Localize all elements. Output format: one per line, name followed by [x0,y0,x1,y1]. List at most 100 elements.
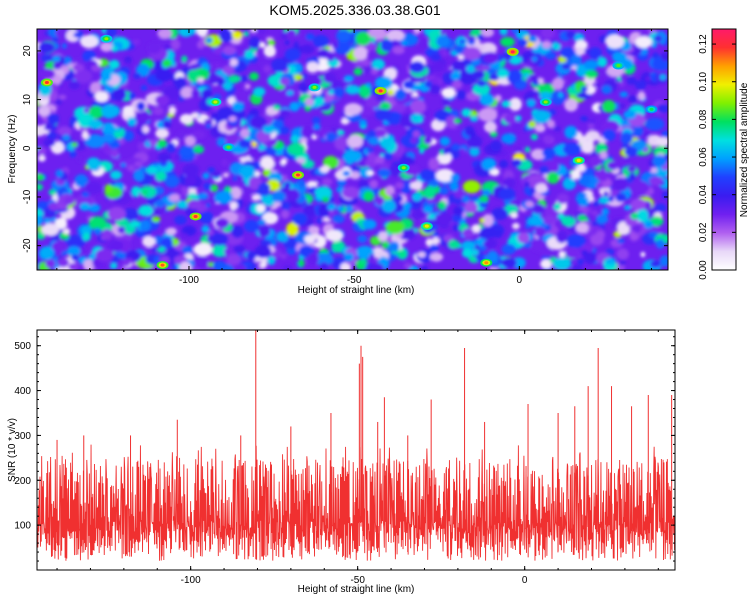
heatmap-cell [312,34,329,48]
heatmap-cell [453,190,464,199]
heatmap-cell [498,187,516,201]
heatmap-cell [553,126,562,132]
heatmap-cell [55,98,63,105]
heatmap-cell [344,252,355,262]
heatmap-cell [184,135,196,147]
heatmap-cell [584,85,597,95]
heatmap-cell [216,137,227,147]
heatmap-cell [369,179,379,189]
heatmap-cell [637,91,646,101]
heatmap-cell [539,91,552,101]
heatmap-cell [652,155,667,168]
heatmap-cell [478,107,498,122]
heatmap-cell [575,47,585,56]
y-tick-label: 400 [14,386,31,397]
colorbar-tick-label: 0.10 [698,72,709,92]
heatmap-cell [542,134,553,143]
heatmap-cell [76,157,83,163]
heatmap-cell [128,92,136,100]
y-tick-label: -20 [22,238,33,253]
heatmap-cell [538,77,545,84]
heatmap-cell [580,139,595,154]
heatmap-cell [201,225,210,233]
heatmap-cell [603,191,609,197]
heatmap-cell [259,262,267,268]
heatmap-cell [287,142,306,156]
heatmap-cell [68,262,79,270]
heatmap-cell [442,148,449,155]
heatmap-cell [572,265,581,270]
heatmap-cell [95,248,114,262]
heatmap-cell [62,134,71,142]
heatmap-cell [466,64,476,73]
heatmap-cell [456,90,467,100]
heatmap-cell [490,140,503,152]
heatmap-cell [191,89,201,98]
heatmap-cell [459,148,466,155]
heatmap-cell [653,35,663,43]
heatmap-cell [256,29,266,35]
heatmap-cell [69,150,77,158]
heatmap-cell [561,215,576,227]
heatmap-cell [332,214,345,224]
heatmap-cell [110,149,119,159]
heatmap-cell [388,241,400,252]
heatmap-cell [413,29,422,35]
spectrogram-frame [36,28,669,271]
heatmap-cell [546,119,556,129]
heatmap-cell [383,152,393,160]
heatmap-cell [149,113,155,119]
heatmap-cell [453,118,462,124]
heatmap-cell [564,125,578,139]
heatmap-cell [500,36,515,47]
y-tick-label: -10 [22,189,33,204]
heatmap-cell [163,44,172,51]
hotspot-core [576,158,581,162]
heatmap-cell [375,109,392,121]
heatmap-cell [271,162,285,172]
heatmap-cell [102,145,111,152]
heatmap-cell [249,108,260,116]
spectrogram-heatmap [37,29,668,270]
heatmap-cell [343,75,354,83]
heatmap-cell [435,212,453,226]
heatmap-cell [581,249,588,256]
heatmap-cell [562,142,582,156]
heatmap-cell [253,87,266,97]
heatmap-cell [174,215,187,225]
heatmap-cell [643,221,654,229]
heatmap-cell [138,219,151,232]
heatmap-cell [457,54,465,61]
heatmap-cell [187,199,202,210]
heatmap-cell [304,104,312,112]
heatmap-cell [184,174,197,187]
heatmap-cell [616,76,622,82]
heatmap-cell [618,103,626,109]
heatmap-cell [353,46,368,61]
heatmap-cell [627,165,637,173]
heatmap-cell [211,171,221,179]
heatmap-cell [615,192,627,203]
heatmap-cell [537,83,555,95]
heatmap-cell [249,36,261,50]
heatmap-cell [382,199,396,213]
heatmap-cell [73,32,82,38]
heatmap-cell [260,156,275,170]
heatmap-cell [82,232,91,242]
heatmap-cell [239,165,256,179]
heatmap-cell [260,239,268,246]
heatmap-cell [140,84,148,91]
heatmap-cell [71,142,78,148]
heatmap-cell [571,65,577,71]
heatmap-cell [280,209,290,219]
heatmap-cell [234,89,249,103]
heatmap-cell [418,39,431,50]
heatmap-cell [345,205,354,213]
heatmap-cell [467,39,476,46]
heatmap-cell [229,58,238,67]
heatmap-cell [254,244,272,259]
heatmap-cell [477,34,484,41]
heatmap-cell [262,124,276,134]
snr-panel: -100 -50 0 100 200 300 400 500 Height of strai… [7,329,676,595]
